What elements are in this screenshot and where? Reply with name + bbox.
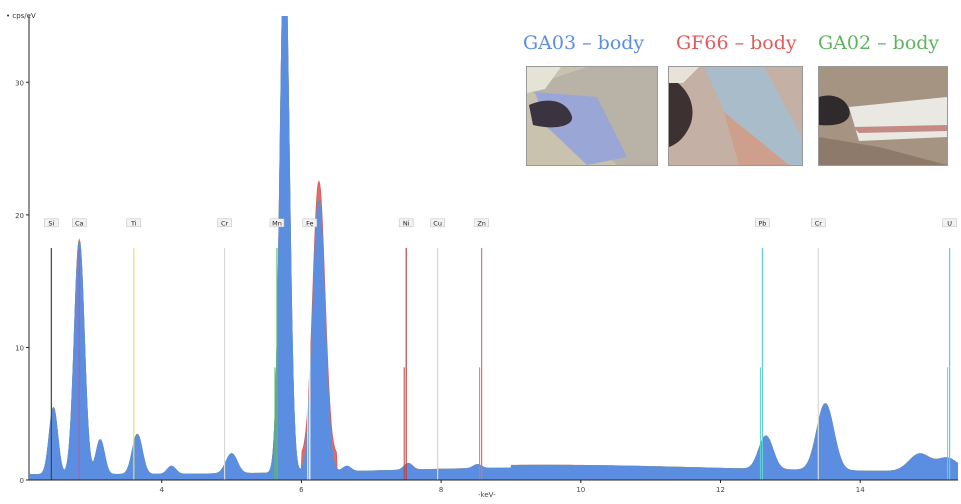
element-label-box — [811, 218, 826, 228]
element-label-fe: Fe — [306, 219, 313, 227]
sample-photo-gf66 — [668, 66, 803, 166]
x-tick-label: 6 — [299, 486, 304, 494]
x-tick-label: 14 — [856, 486, 865, 494]
element-label-cr: Cr — [221, 219, 229, 227]
x-ticks: 4 6 8 10 12 14 — [159, 480, 865, 494]
element-label-pb: Pb — [758, 219, 766, 227]
element-label-si: Si — [48, 219, 54, 227]
sample-photo-ga03 — [526, 66, 658, 166]
element-label-ni: Ni — [403, 219, 410, 227]
y-ticks: 0 10 20 30 — [15, 79, 29, 485]
element-label-box — [217, 218, 232, 228]
y-axis-label: • cps/eV — [6, 12, 36, 20]
element-label-zn: Zn — [477, 219, 486, 227]
x-tick-label: 8 — [439, 486, 443, 494]
element-label-u: U — [947, 219, 952, 227]
element-label-box — [44, 218, 59, 228]
element-label-box — [302, 218, 318, 228]
spectrum-fill-ga03 — [29, 16, 958, 480]
element-label-box — [755, 218, 770, 228]
element-label-box — [430, 218, 445, 228]
element-label-box — [269, 218, 285, 228]
spectrum-series — [29, 16, 958, 480]
element-label-box — [942, 218, 957, 228]
element-label-mn: Mn — [272, 219, 282, 227]
element-label-box — [126, 218, 142, 228]
legend-ga02: GA02 – body — [818, 32, 940, 54]
sample-photo-ga02 — [818, 66, 948, 166]
y-tick-label: 10 — [15, 344, 24, 352]
y-tick-label: 30 — [15, 79, 24, 87]
x-tick-label: 4 — [159, 486, 164, 494]
y-tick-label: 20 — [15, 212, 24, 220]
x-tick-label: 10 — [576, 486, 585, 494]
element-label-box — [398, 218, 414, 228]
x-axis-label: -keV- — [478, 491, 496, 499]
element-label-box — [474, 218, 489, 228]
x-tick-label: 12 — [716, 486, 725, 494]
legend-gf66: GF66 – body — [676, 32, 797, 54]
element-label-ca: Ca — [75, 219, 84, 227]
y-tick-label: 0 — [20, 477, 24, 485]
element-label-cr: Cr — [815, 219, 823, 227]
legend-ga03: GA03 – body — [523, 32, 645, 54]
element-label-ti: Ti — [130, 219, 137, 227]
element-label-cu: Cu — [433, 219, 442, 227]
element-markers: Si Ca Ti Cr Mn Fe Ni Cu Zn Pb Cr U — [44, 218, 957, 480]
element-label-box — [72, 218, 87, 228]
